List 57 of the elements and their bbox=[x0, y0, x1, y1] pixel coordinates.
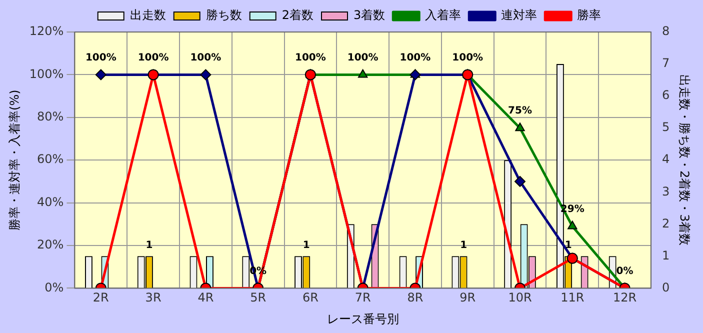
data-label: 100% bbox=[294, 52, 326, 64]
x-tick-label: 5R bbox=[250, 290, 266, 305]
x-tick-label: 2R bbox=[92, 290, 109, 305]
y2-tick-label: 3 bbox=[662, 184, 670, 198]
legend-label: 出走数 bbox=[130, 8, 166, 22]
y-tick-label: 0% bbox=[44, 280, 64, 294]
data-label: 100% bbox=[347, 52, 378, 64]
point bbox=[200, 69, 212, 80]
x-tick-label: 12R bbox=[612, 290, 637, 305]
y-tick-label: 40% bbox=[37, 194, 64, 209]
legend-label: 連対率 bbox=[501, 8, 538, 22]
point bbox=[568, 220, 578, 230]
data-label: 1 bbox=[146, 240, 153, 251]
x-tick-label: 11R bbox=[560, 290, 584, 305]
y-tick-label: 20% bbox=[37, 238, 64, 252]
y2-tick-label: 6 bbox=[662, 88, 670, 102]
x-tick-label: 10R bbox=[508, 290, 532, 305]
annotation: 100% bbox=[190, 52, 222, 64]
y-tick-label: 100% bbox=[29, 66, 64, 81]
x-tick-label: 3R bbox=[145, 290, 162, 305]
x-tick-label: 7R bbox=[354, 290, 371, 305]
legend-label: 勝ち数 bbox=[206, 8, 242, 22]
y2-tick-label: 7 bbox=[662, 56, 670, 70]
annotation: 100% bbox=[138, 52, 169, 64]
y2-tick-label: 0 bbox=[662, 280, 670, 294]
annotation: 100% bbox=[85, 52, 116, 64]
point bbox=[95, 69, 106, 80]
x-axis-title: レース番号別 bbox=[326, 312, 399, 326]
point bbox=[515, 122, 525, 132]
y-tick-label: 120% bbox=[29, 24, 64, 38]
y-tick-label: 60% bbox=[37, 152, 64, 166]
x-tick-label: 6R bbox=[302, 290, 318, 305]
x-tick-label: 8R bbox=[407, 290, 424, 305]
data-label: 1 bbox=[460, 240, 468, 251]
data-label: 100% bbox=[400, 52, 431, 64]
y2-tick-label: 2 bbox=[662, 216, 670, 230]
y-axis-title: 勝率・連対率・入着率(%) bbox=[7, 90, 22, 230]
data-label: 75% bbox=[508, 106, 532, 117]
point bbox=[514, 176, 526, 187]
x-tick-label: 4R bbox=[198, 290, 214, 305]
data-label: 100% bbox=[452, 52, 484, 64]
data-label: 1 bbox=[302, 240, 310, 251]
x-tick-label: 9R bbox=[460, 290, 476, 305]
legend-label: 2着数 bbox=[282, 8, 314, 22]
y2-tick-label: 4 bbox=[662, 152, 670, 166]
y2-tick-label: 5 bbox=[662, 120, 670, 134]
legend-label: 3着数 bbox=[354, 8, 386, 22]
y-tick-label: 80% bbox=[37, 110, 64, 124]
data-label: 1 bbox=[564, 240, 572, 251]
y2-axis-title: 出走数・勝ち数・2着数・3着数 bbox=[678, 74, 692, 246]
point bbox=[410, 69, 421, 80]
y2-tick-label: 8 bbox=[662, 24, 670, 38]
y2-tick-label: 1 bbox=[662, 248, 670, 262]
legend-label: 入着率 bbox=[425, 8, 462, 22]
data-label: 0% bbox=[616, 266, 634, 277]
legend-label: 勝率 bbox=[577, 8, 602, 22]
point bbox=[358, 69, 368, 78]
